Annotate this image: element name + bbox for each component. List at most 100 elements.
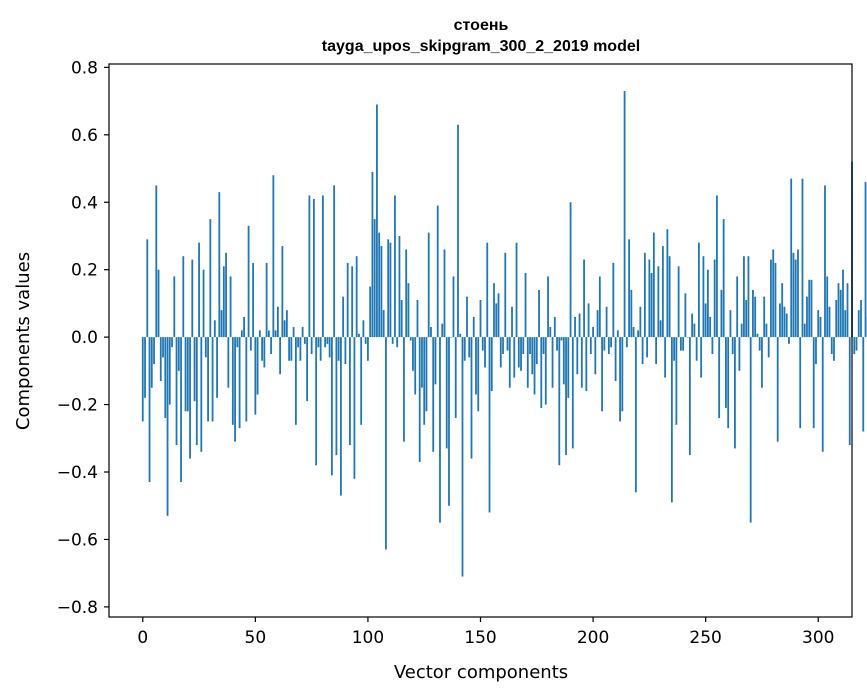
bar [846, 283, 849, 338]
bar [499, 337, 502, 368]
bar [542, 337, 545, 354]
bar [191, 259, 194, 338]
bar [754, 296, 757, 338]
y-tick-label: −0.6 [57, 530, 98, 550]
bar [249, 337, 252, 351]
bar [459, 333, 462, 338]
bar [378, 232, 381, 338]
bar [729, 310, 732, 338]
bar [403, 337, 405, 442]
bar [252, 262, 254, 338]
bar [396, 337, 399, 348]
y-tick-label: 0.0 [71, 328, 98, 348]
bar [382, 310, 385, 338]
bar [448, 337, 450, 506]
bar [833, 337, 835, 361]
bar [666, 229, 669, 338]
bar [752, 289, 754, 338]
bar [389, 242, 392, 338]
bar [695, 337, 698, 361]
bar [756, 333, 759, 338]
bar [632, 327, 635, 338]
bar [409, 337, 412, 341]
bar [576, 337, 579, 375]
bar [650, 273, 653, 338]
bar [803, 323, 806, 338]
bar [544, 337, 547, 405]
y-tick-label: −0.4 [57, 463, 98, 483]
bar [862, 337, 865, 432]
bar [414, 337, 417, 395]
bar [830, 337, 833, 354]
bar [526, 337, 529, 388]
bar [452, 276, 455, 338]
bar [736, 276, 739, 338]
bar [801, 178, 804, 338]
bar [812, 337, 815, 429]
bar [209, 219, 212, 338]
bar [159, 337, 162, 381]
bar [772, 249, 775, 338]
bar [792, 252, 795, 338]
bar [763, 296, 766, 338]
bar [479, 300, 482, 338]
bar [416, 300, 419, 338]
bar [605, 306, 608, 338]
bar [319, 337, 322, 361]
bar [457, 124, 459, 338]
bar [405, 249, 408, 338]
bar [315, 337, 318, 466]
bar [529, 337, 531, 354]
bar [220, 310, 223, 338]
y-axis-ticks: −0.8 −0.6 −0.4 −0.2 0.0 0.2 0.4 0.6 0.8 [57, 58, 109, 618]
bar [655, 337, 658, 365]
bar [276, 306, 279, 338]
bar [326, 337, 329, 344]
bar [810, 279, 813, 338]
bar [502, 337, 504, 354]
bar [616, 330, 619, 338]
bar [790, 178, 793, 338]
bar [675, 337, 678, 425]
bar [860, 300, 862, 338]
bar [657, 266, 660, 338]
bar [360, 337, 363, 425]
bar [659, 320, 662, 338]
bar [213, 320, 216, 338]
bar [522, 337, 525, 354]
bar [270, 337, 273, 354]
bar [835, 300, 838, 338]
bar [734, 337, 736, 449]
bar [779, 303, 781, 338]
x-tick-label: 200 [577, 628, 609, 648]
bar [652, 232, 655, 338]
bar [400, 300, 403, 338]
bar [200, 337, 203, 452]
bar [263, 337, 266, 368]
bar [497, 293, 500, 338]
bar [725, 337, 727, 408]
bar [815, 337, 817, 365]
bar [558, 337, 561, 466]
bar [785, 313, 788, 338]
bar [587, 303, 590, 338]
bar [677, 266, 680, 338]
bar [639, 306, 642, 338]
bar [513, 337, 516, 378]
bar [857, 310, 860, 338]
bar [745, 300, 748, 338]
bar [562, 337, 565, 385]
bar [560, 337, 563, 341]
x-tick-label: 300 [802, 628, 834, 648]
bar [229, 276, 232, 338]
bar [864, 182, 867, 338]
bar [407, 283, 410, 338]
y-tick-label: 0.6 [71, 126, 98, 146]
bar [387, 239, 390, 338]
bar [673, 337, 676, 361]
bar [358, 333, 360, 338]
bar [693, 323, 696, 338]
bar [637, 330, 640, 338]
bar [256, 337, 259, 395]
